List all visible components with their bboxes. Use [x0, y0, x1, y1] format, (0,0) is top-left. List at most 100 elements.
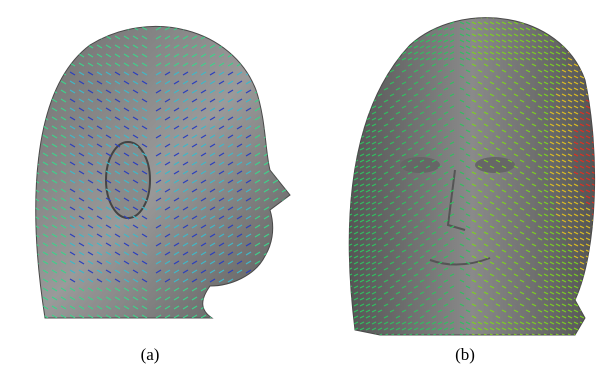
vector-arrow [336, 214, 340, 216]
vector-arrow [88, 36, 93, 39]
vector-arrow [366, 100, 370, 102]
vector-arrow [366, 58, 370, 60]
vector-arrow [568, 28, 572, 30]
vector-arrow [342, 76, 346, 78]
vector-arrow [25, 63, 30, 66]
vector-arrow [360, 34, 364, 36]
vector-arrow [342, 226, 346, 228]
vector-arrow [520, 10, 524, 12]
vector-arrow [348, 34, 352, 36]
vector-arrow [246, 279, 251, 282]
vector-arrow [25, 180, 30, 183]
vector-arrow [556, 16, 560, 18]
vector-arrow [34, 135, 39, 138]
vector-arrow [342, 178, 346, 180]
vector-arrow [291, 288, 296, 291]
vector-arrow [34, 36, 39, 39]
vector-arrow [598, 304, 602, 306]
vector-arrow [336, 256, 340, 258]
vector-arrow [390, 40, 394, 42]
vector-arrow [592, 118, 596, 120]
vector-arrow [342, 190, 346, 192]
vector-arrow [580, 58, 584, 60]
vector-arrow [34, 54, 39, 57]
vector-arrow [342, 280, 346, 282]
vector-arrow [237, 54, 242, 57]
vector-arrow [336, 226, 340, 228]
vector-arrow [264, 54, 269, 57]
vector-arrow [246, 306, 251, 309]
vector-arrow [348, 88, 352, 90]
vector-arrow [264, 108, 269, 111]
vector-arrow [532, 10, 536, 12]
vector-arrow [360, 82, 364, 84]
vector-arrow [34, 117, 39, 120]
vector-arrow [580, 298, 584, 300]
vector-arrow [592, 82, 596, 84]
vector-arrow [273, 126, 278, 129]
vector-arrow [34, 297, 39, 300]
vector-arrow [291, 198, 296, 201]
vector-arrow [348, 142, 352, 144]
vector-arrow [360, 100, 364, 102]
vector-arrow [228, 36, 233, 39]
vector-arrow [291, 153, 296, 156]
vector-arrow [291, 261, 296, 264]
vector-arrow [408, 34, 412, 36]
vector-arrow [291, 234, 296, 237]
vector-arrow [342, 22, 346, 24]
vector-arrow [580, 292, 584, 294]
vector-arrow [580, 22, 584, 24]
vector-arrow [580, 34, 584, 36]
vector-arrow [366, 106, 370, 108]
vector-arrow [25, 153, 30, 156]
vector-arrow [348, 58, 352, 60]
vector-arrow [342, 184, 346, 186]
vector-arrow [264, 36, 269, 39]
vector-arrow [336, 16, 340, 18]
vector-arrow [598, 76, 602, 78]
vector-arrow [342, 112, 346, 114]
vector-arrow [360, 28, 364, 30]
vector-arrow [25, 144, 30, 147]
vector-arrow [282, 117, 287, 120]
vector-arrow [348, 130, 352, 132]
vector-arrow [342, 70, 346, 72]
vector-arrow [402, 22, 406, 24]
vector-arrow [360, 22, 364, 24]
vector-arrow [210, 288, 215, 291]
vector-arrow [354, 10, 358, 12]
vector-arrow [378, 52, 382, 54]
vector-arrow [366, 34, 370, 36]
vector-arrow [228, 315, 233, 318]
vector-arrow [342, 40, 346, 42]
vector-arrow [402, 28, 406, 30]
vector-arrow [336, 244, 340, 246]
vector-arrow [420, 10, 424, 12]
vector-arrow [598, 118, 602, 120]
vector-arrow [336, 76, 340, 78]
vector-arrow [255, 27, 260, 30]
vector-arrow [586, 298, 590, 300]
vector-arrow [273, 306, 278, 309]
vector-arrow [396, 40, 400, 42]
vector-arrow [592, 316, 596, 318]
vector-arrow [384, 16, 388, 18]
vector-arrow [342, 106, 346, 108]
vector-arrow [598, 46, 602, 48]
vector-arrow [336, 262, 340, 264]
vector-arrow [348, 334, 352, 336]
vector-arrow [592, 94, 596, 96]
vector-arrow [291, 315, 296, 318]
vector-arrow [264, 81, 269, 84]
vector-arrow [291, 225, 296, 228]
vector-arrow [210, 315, 215, 318]
vector-arrow [282, 63, 287, 66]
vector-arrow [97, 27, 102, 30]
vector-arrow [348, 316, 352, 318]
vector-arrow [342, 202, 346, 204]
vector-arrow [342, 28, 346, 30]
vector-arrow [336, 58, 340, 60]
vector-arrow [360, 16, 364, 18]
vector-arrow [273, 72, 278, 75]
